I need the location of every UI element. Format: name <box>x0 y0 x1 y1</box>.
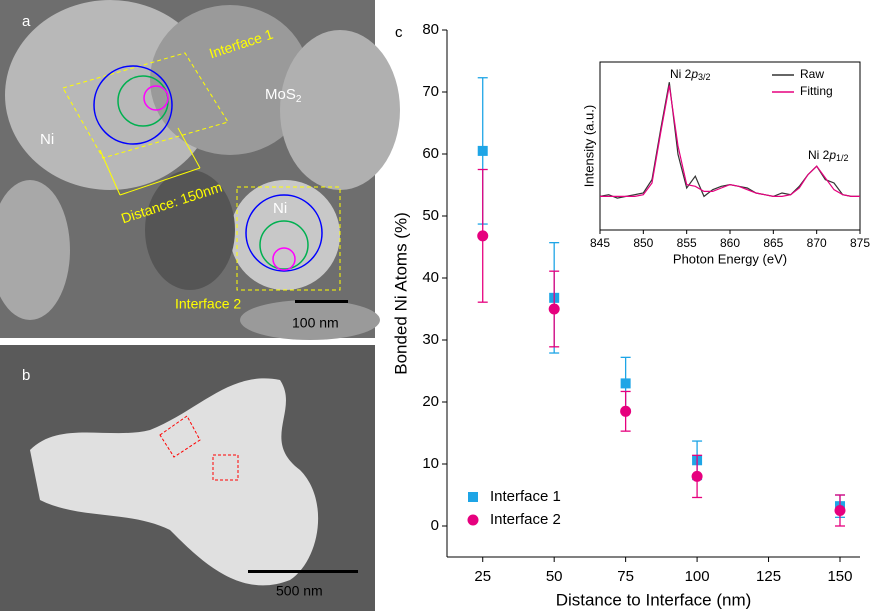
marker <box>548 303 560 315</box>
x-tick-label: 865 <box>763 236 783 250</box>
y-tick-label: 10 <box>422 455 439 472</box>
marker <box>477 230 489 242</box>
x-tick-label: 845 <box>590 236 610 250</box>
x-tick-label: 75 <box>617 568 634 585</box>
y-tick-label: 50 <box>422 207 439 224</box>
peak-annotation: Ni 2p3/2 <box>670 67 711 82</box>
x-tick-label: 100 <box>685 568 710 585</box>
x-tick-label: 150 <box>827 568 852 585</box>
marker <box>620 405 632 417</box>
marker <box>691 470 703 482</box>
x-tick-label: 855 <box>677 236 697 250</box>
spectrum-line <box>600 85 860 197</box>
legend-marker <box>467 514 479 526</box>
y-tick-label: 0 <box>431 517 439 534</box>
x-tick-label: 125 <box>756 568 781 585</box>
x-tick-label: 25 <box>474 568 491 585</box>
y-tick-label: 20 <box>422 393 439 410</box>
scale-label: 500 nm <box>276 583 323 599</box>
annotation-sub: 1/2 <box>836 153 849 163</box>
y-tick-label: 60 <box>422 145 439 162</box>
inset-frame <box>599 61 861 231</box>
x-tick-label: 875 <box>850 236 870 250</box>
y-axis-title: Bonded Ni Atoms (%) <box>391 212 410 375</box>
mos2-text: MoS <box>265 86 296 103</box>
interface-2-label: Interface 2 <box>175 296 241 312</box>
peak-annotation: Ni 2p1/2 <box>808 148 849 163</box>
x-tick-label: 860 <box>720 236 740 250</box>
x-tick-label: 850 <box>633 236 653 250</box>
annotation-text: Ni 2 <box>670 67 692 81</box>
mos2-label: MoS2 <box>265 86 302 105</box>
annotation-sub: 3/2 <box>698 72 711 82</box>
y-tick-label: 40 <box>422 269 439 286</box>
scale-label: 100 nm <box>292 315 339 331</box>
x-axis-title: Photon Energy (eV) <box>673 251 787 266</box>
sem-image-b <box>0 345 375 611</box>
marker <box>477 145 488 156</box>
marker <box>834 505 846 516</box>
panel-label: a <box>22 13 31 30</box>
annotation-italic: p <box>690 67 698 81</box>
ni-label: Ni <box>273 200 287 217</box>
x-tick-label: 870 <box>807 236 827 250</box>
sem-image-a <box>0 0 400 340</box>
legend-label: Fitting <box>800 84 833 98</box>
y-axis-title: Intensity (a.u.) <box>581 105 596 187</box>
y-tick-label: 30 <box>422 331 439 348</box>
annotation-text: Ni 2 <box>808 148 830 162</box>
panel-label: b <box>22 367 30 384</box>
x-tick-label: 50 <box>546 568 563 585</box>
legend-marker <box>468 492 478 502</box>
legend-label: Interface 1 <box>490 488 561 505</box>
x-axis-title: Distance to Interface (nm) <box>556 590 752 609</box>
ni-label: Ni <box>40 131 54 148</box>
panel-label: c <box>395 24 403 41</box>
legend-label: Interface 2 <box>490 511 561 528</box>
y-tick-label: 70 <box>422 83 439 100</box>
annotation-italic: p <box>828 148 836 162</box>
y-tick-label: 80 <box>422 21 439 38</box>
mos2-sub: 2 <box>296 94 302 105</box>
legend-label: Raw <box>800 67 824 81</box>
marker <box>620 378 631 389</box>
